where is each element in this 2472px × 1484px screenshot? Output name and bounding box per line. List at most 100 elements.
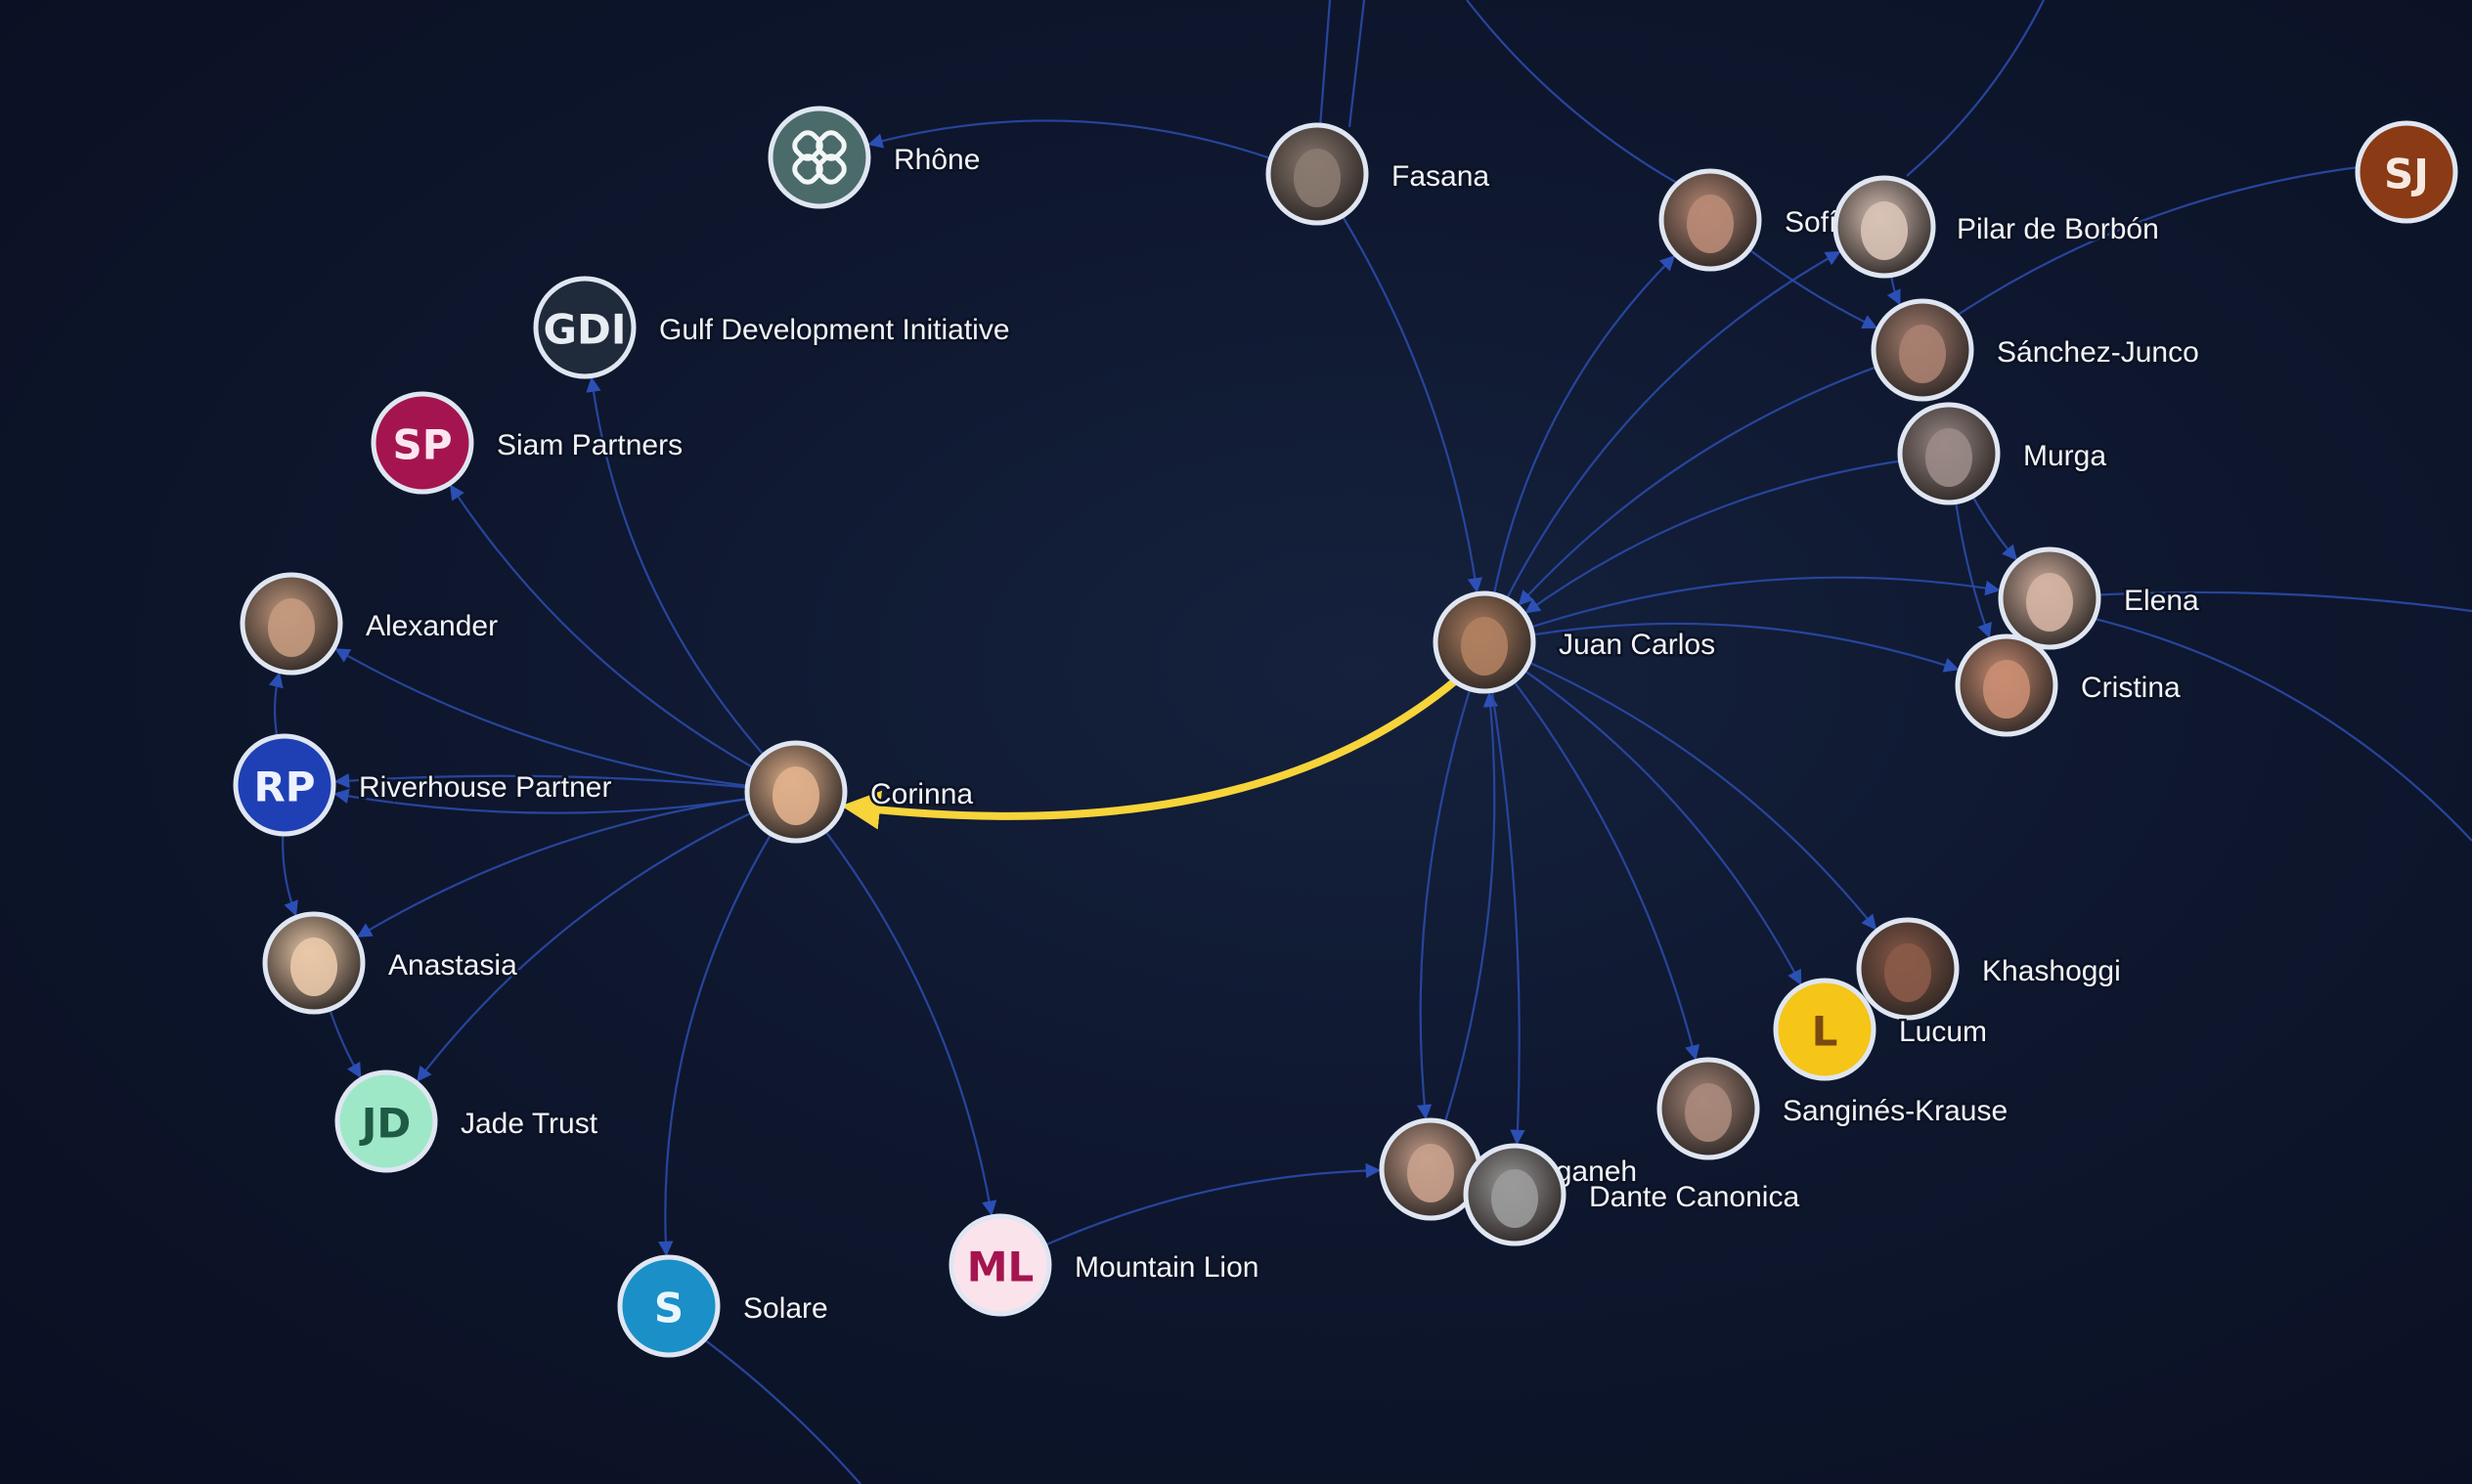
node-lucum[interactable]: L Lucum [1773,978,1990,1081]
node-jd[interactable]: JD Jade Trust [334,1069,600,1173]
node-label: Fasana [1391,160,1489,193]
highlighted-edge-juan-carlos-to-corinna[interactable] [841,676,1461,830]
node-sofia[interactable]: Sofía [1658,168,1856,272]
node-label: Anastasia [388,949,517,982]
edge-rp-to-anastasia [282,833,298,917]
node-sanchez[interactable]: Sánchez-Junco [1871,298,2201,402]
edge-juancarlos-to-zanganeh [1417,688,1472,1120]
person-face-icon [268,598,315,657]
edge-corinna-to-anastasia [356,798,748,938]
node-label: Riverhouse Partner [359,771,611,804]
person-face-icon [1685,1083,1732,1142]
logo-badge[interactable] [768,106,871,209]
avatar-initials: S [654,1285,684,1332]
person-face-icon [290,938,337,996]
initials-avatar[interactable] [1773,978,1876,1081]
initials-avatar[interactable] [617,1254,721,1358]
node-elena[interactable]: Elena [1998,546,2202,650]
node-label: Sanginés-Krause [1783,1095,2008,1127]
node-label: Juan Carlos [1559,629,1715,661]
node-fasana[interactable]: Fasana [1265,122,1492,226]
node-pilar[interactable]: Pilar de Borbón [1832,175,2161,279]
initials-avatar[interactable] [334,1069,438,1173]
person-face-icon [1983,660,2030,719]
edge-corinna-to-alexander [334,648,748,787]
person-face-icon [1294,149,1341,207]
node-rhone[interactable]: Rhône [768,106,983,209]
edge-ml-to-zanganeh [1044,1162,1382,1246]
node-label: Corinna [870,778,973,810]
edge-offscreen-4 [2072,590,2472,613]
edge-murga-to-juancarlos [1524,459,1901,614]
node-dante[interactable]: Dante Canonica [1463,1143,1802,1246]
person-face-icon [772,766,819,825]
node-rp[interactable]: RP Riverhouse Partner [233,733,614,837]
person-face-icon [1861,201,1908,260]
initials-avatar[interactable] [233,733,336,837]
initials-avatar[interactable] [949,1213,1052,1317]
person-face-icon [1461,617,1508,676]
initials-avatar[interactable] [2355,120,2458,224]
node-murga[interactable]: Murga [1897,402,2109,505]
edge-juancarlos-to-sangines [1513,680,1700,1061]
edge-corinna-to-rp [333,788,748,814]
avatar-initials: JD [359,1100,412,1148]
node-sp[interactable]: SP Siam Partners [371,391,685,495]
edge-juancarlos-to-khashoggi [1528,661,1877,931]
edge-fasana-to-rhone [867,119,1271,160]
edge-corinna-to-rp [333,772,748,789]
highlighted-edge-layer [841,676,1461,830]
edge-rp-to-alexander [268,672,284,737]
node-label: Cristina [2081,672,2181,704]
avatar-initials: L [1812,1008,1838,1056]
person-face-icon [1884,943,1931,1002]
node-label: Siam Partners [497,429,683,461]
edge-corinna-to-solare [658,833,772,1257]
edge-juancarlos-to-elena [1530,576,2001,629]
person-face-icon [1899,325,1946,383]
node-corinna[interactable]: Corinna [744,740,976,844]
node-solare[interactable]: S Solare [617,1254,830,1358]
node-anastasia[interactable]: Anastasia [262,911,520,1015]
initials-avatar[interactable] [533,276,637,379]
edge-juancarlos-to-sofia [1492,255,1676,595]
node-sj[interactable]: SJ [2355,120,2458,224]
initials-avatar[interactable] [371,391,474,495]
node-label: Jade Trust [461,1108,598,1140]
node-cristina[interactable]: Cristina [1955,633,2184,737]
person-face-icon [1925,428,1972,487]
edge-juancarlos-to-dante [1490,690,1525,1146]
node-label: Pilar de Borbón [1957,213,2159,245]
edge-offscreen-2 [1906,0,2045,177]
avatar-initials: RP [253,764,315,811]
edge-corinna-to-jd [417,811,753,1082]
edge-offscreen-7 [1318,0,1332,128]
node-label: Murga [2023,440,2106,472]
edge-layer [268,0,2472,1484]
edge-juancarlos-to-cristina [1532,622,1960,673]
edge-murga-to-cristina [1955,502,1992,639]
edge-offscreen-6 [703,1338,861,1484]
edge-corinna-to-gdi [586,376,765,757]
node-label: Alexander [366,610,498,642]
node-ml[interactable]: ML Mountain Lion [949,1213,1261,1317]
node-label: Gulf Development Initiative [659,314,1010,346]
node-layer: Rhône Fasana Sofía Pilar de Borbón SJ GDI Gulf… [233,106,2458,1358]
node-label: Lucum [1899,1016,1987,1048]
edge-sanchez-to-juancarlos [1518,366,1877,606]
node-sangines[interactable]: Sanginés-Krause [1656,1057,2010,1160]
edge-juancarlos-to-lucum [1523,669,1802,985]
person-face-icon [1687,195,1734,253]
node-juancarlos[interactable]: Juan Carlos [1433,590,1718,694]
node-alexander[interactable]: Alexander [240,572,501,676]
node-label: Elena [2124,585,2199,617]
avatar-initials: ML [967,1244,1035,1291]
avatar-initials: GDI [544,306,627,354]
node-gdi[interactable]: GDI Gulf Development Initiative [533,276,1012,379]
edge-offscreen-5 [2082,614,2472,842]
edge-juancarlos-to-pilar [1505,250,1841,600]
node-khashoggi[interactable]: Khashoggi [1856,917,2123,1021]
node-label: Rhône [894,144,980,176]
